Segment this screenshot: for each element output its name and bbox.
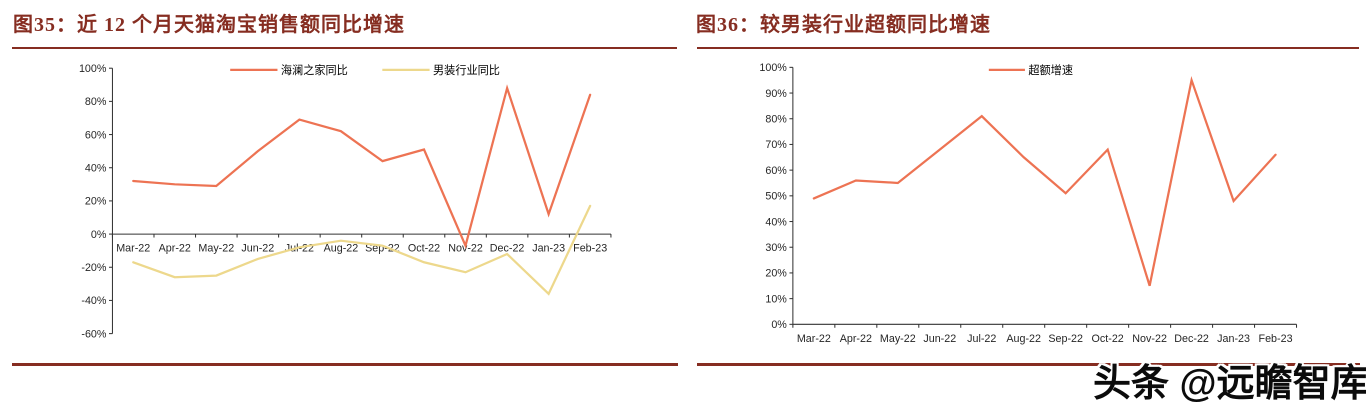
x-axis-tick-label: Mar-22	[797, 333, 831, 345]
x-axis-tick-label: Apr-22	[840, 333, 872, 345]
y-axis-tick-label: 60%	[85, 129, 107, 141]
series-line-0	[132, 84, 592, 250]
y-axis-tick-label: 0%	[771, 319, 787, 331]
x-axis-tick-label: Jul-22	[967, 333, 996, 345]
x-axis-tick-label: Jan-23	[1217, 333, 1250, 345]
series-line-1	[132, 204, 592, 296]
y-axis-tick-label: 0%	[91, 229, 107, 241]
x-axis-tick-label: Jun-22	[241, 243, 274, 255]
x-axis-tick-label: Apr-22	[159, 243, 191, 255]
y-axis-tick-label: 40%	[765, 216, 787, 228]
figure-bottom-rule	[12, 363, 678, 366]
x-axis-tick-label: Nov-22	[1132, 333, 1167, 345]
y-axis-tick-label: 10%	[765, 293, 787, 305]
y-axis-tick-label: 50%	[765, 191, 787, 203]
line-chart-fig35: -60% -40% -20% 0% 20% 40% 60% 80% 100% Mar-22 Apr-…	[79, 63, 612, 340]
figure-bottom-rule	[697, 363, 1360, 366]
x-axis-tick-label: Dec-22	[1174, 333, 1209, 345]
figure-35-title: 图35：近 12 个月天猫淘宝销售额同比增速	[13, 14, 405, 36]
figure-36-panel: 图36：较男装行业超额同比增速 0% 10% 20% 30% 40% 50% 60% 70% 8…	[683, 0, 1366, 415]
x-axis-tick-label: Aug-22	[1006, 333, 1041, 345]
y-axis-tick-label: 100%	[79, 63, 107, 75]
legend-label-0: 超额增速	[1028, 63, 1073, 77]
y-axis-tick-label: 30%	[765, 242, 787, 254]
x-axis-tick-label: Oct-22	[1092, 333, 1124, 345]
y-axis-tick-label: -40%	[81, 295, 107, 307]
y-axis-tick-label: 90%	[765, 88, 787, 100]
x-axis-tick-label: Aug-22	[324, 243, 359, 255]
title-underline	[697, 47, 1359, 49]
x-axis-tick-label: Feb-23	[573, 243, 607, 255]
y-axis-tick-label: 100%	[759, 62, 787, 74]
series-line-0	[812, 75, 1277, 287]
y-axis-tick-label: 40%	[85, 162, 107, 174]
y-axis-tick-label: 20%	[765, 268, 787, 280]
legend-label-1: 男装行业同比	[433, 64, 500, 77]
x-axis-tick-label: May-22	[198, 243, 234, 255]
x-axis-tick-label: Dec-22	[490, 243, 525, 255]
x-axis-tick-label: Jul-22	[285, 243, 314, 255]
y-axis-tick-label: 20%	[85, 196, 107, 208]
y-axis-tick-label: 80%	[765, 114, 787, 126]
y-axis-tick-label: 60%	[765, 165, 787, 177]
x-axis-tick-label: May-22	[880, 333, 916, 345]
title-underline	[12, 47, 677, 49]
figure-35-panel: 图35：近 12 个月天猫淘宝销售额同比增速 -60% -40% -20% 0% 20%…	[12, 14, 678, 366]
line-chart-fig36: 0% 10% 20% 30% 40% 50% 60% 70% 80% 90% 100% Mar-22 A…	[759, 62, 1298, 345]
watermark-text: 头条 @远瞻智库	[1093, 363, 1366, 405]
y-axis-tick-label: 70%	[765, 139, 787, 151]
x-axis-tick-label: Jun-22	[923, 333, 956, 345]
x-axis-tick-label: Feb-23	[1259, 333, 1293, 345]
y-axis-tick-label: -60%	[81, 328, 107, 340]
x-axis-tick-label: Mar-22	[116, 243, 150, 255]
legend-label-0: 海澜之家同比	[281, 63, 348, 77]
figure-36-title: 图36：较男装行业超额同比增速	[696, 14, 991, 36]
y-axis-tick-label: -20%	[81, 262, 107, 274]
y-axis-tick-label: 80%	[85, 96, 107, 108]
x-axis-tick-label: Jan-23	[532, 243, 565, 255]
x-axis-tick-label: Sep-22	[1048, 333, 1083, 345]
x-axis-tick-label: Oct-22	[408, 243, 440, 255]
